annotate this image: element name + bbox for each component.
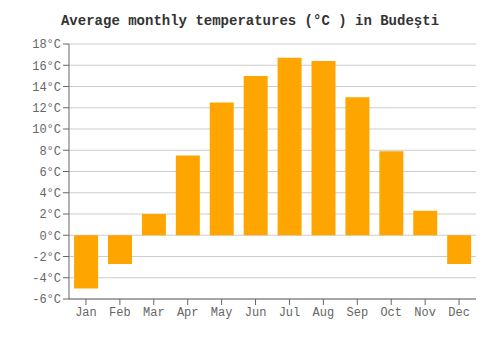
- svg-text:0°C: 0°C: [39, 230, 61, 244]
- svg-text:18°C: 18°C: [32, 38, 61, 52]
- svg-text:May: May: [211, 306, 233, 320]
- svg-text:Nov: Nov: [414, 306, 436, 320]
- svg-text:16°C: 16°C: [32, 60, 61, 74]
- svg-text:2°C: 2°C: [39, 208, 61, 222]
- svg-text:10°C: 10°C: [32, 123, 61, 137]
- svg-text:-2°C: -2°C: [32, 251, 61, 265]
- svg-text:Jan: Jan: [75, 306, 97, 320]
- svg-text:Apr: Apr: [177, 306, 199, 320]
- svg-text:4°C: 4°C: [39, 187, 61, 201]
- svg-text:Jun: Jun: [245, 306, 267, 320]
- svg-text:14°C: 14°C: [32, 81, 61, 95]
- svg-text:Oct: Oct: [380, 306, 402, 320]
- svg-text:8°C: 8°C: [39, 145, 61, 159]
- svg-text:-4°C: -4°C: [32, 272, 61, 286]
- svg-text:Dec: Dec: [448, 306, 470, 320]
- svg-text:Jul: Jul: [279, 306, 301, 320]
- svg-text:Sep: Sep: [346, 306, 368, 320]
- svg-text:-6°C: -6°C: [32, 293, 61, 307]
- svg-text:Feb: Feb: [109, 306, 131, 320]
- svg-text:Aug: Aug: [313, 306, 335, 320]
- svg-text:12°C: 12°C: [32, 102, 61, 116]
- svg-text:6°C: 6°C: [39, 166, 61, 180]
- svg-text:Mar: Mar: [143, 306, 165, 320]
- html-text:Average monthly temperatures (: Average monthly temperatures (°C ) in Bu…: [61, 13, 439, 29]
